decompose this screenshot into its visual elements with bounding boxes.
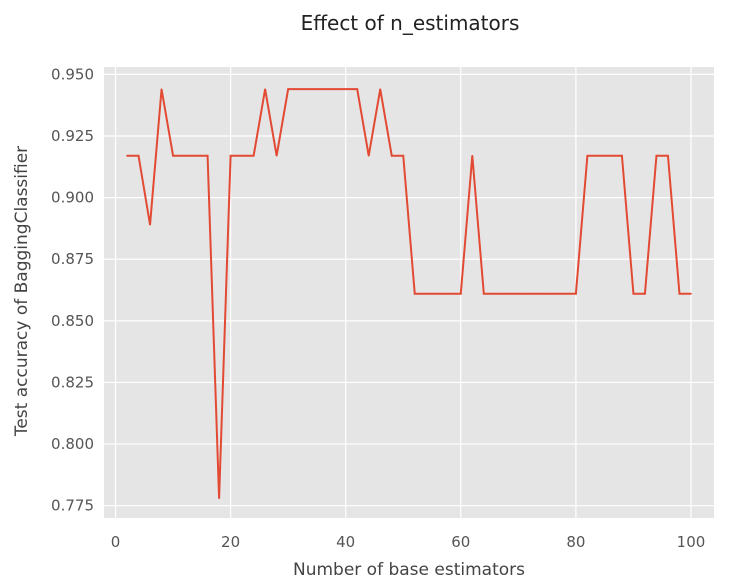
data-point bbox=[517, 292, 520, 295]
data-point bbox=[264, 88, 266, 90]
y-tick-label: 0.875 bbox=[51, 250, 94, 268]
y-axis-title: Test accuracy of BaggingClassifier bbox=[12, 146, 32, 437]
data-point bbox=[609, 154, 612, 157]
y-tick-label: 0.850 bbox=[51, 312, 94, 330]
data-point bbox=[160, 88, 163, 90]
x-tick-label: 60 bbox=[451, 533, 470, 551]
x-tick-label: 100 bbox=[677, 533, 706, 551]
y-tick-label: 0.825 bbox=[51, 373, 94, 391]
data-point bbox=[298, 88, 301, 90]
data-point bbox=[252, 154, 255, 157]
data-point bbox=[379, 88, 382, 90]
data-point bbox=[402, 154, 405, 157]
data-point bbox=[483, 292, 485, 295]
data-point bbox=[563, 292, 566, 295]
data-point bbox=[390, 154, 393, 157]
data-point bbox=[206, 154, 209, 157]
data-point bbox=[356, 88, 359, 90]
data-point bbox=[310, 88, 312, 90]
data-point bbox=[218, 497, 220, 500]
data-point bbox=[126, 154, 128, 157]
x-tick-label: 80 bbox=[566, 533, 585, 551]
data-point bbox=[459, 292, 462, 295]
data-point bbox=[552, 292, 554, 295]
data-point bbox=[678, 292, 681, 295]
data-point bbox=[321, 88, 324, 90]
data-point bbox=[506, 292, 508, 295]
data-point bbox=[149, 223, 151, 226]
data-point bbox=[632, 292, 635, 295]
y-tick-label: 0.775 bbox=[51, 497, 94, 515]
series-layer bbox=[126, 88, 692, 500]
data-point bbox=[172, 154, 174, 157]
y-tick-label: 0.800 bbox=[51, 435, 94, 453]
data-point bbox=[575, 292, 577, 295]
data-point bbox=[436, 292, 439, 295]
data-point bbox=[195, 154, 197, 157]
data-point bbox=[344, 88, 347, 90]
data-point bbox=[425, 292, 428, 295]
data-point bbox=[598, 154, 600, 157]
data-point bbox=[448, 292, 451, 295]
y-tick-label: 0.950 bbox=[51, 65, 94, 83]
chart-title: Effect of n_estimators bbox=[301, 11, 520, 35]
plot-area bbox=[104, 67, 714, 518]
data-point bbox=[586, 154, 589, 157]
data-point bbox=[621, 154, 623, 157]
watermark-text: @稀土掘金技术社区 bbox=[587, 545, 722, 563]
data-point bbox=[333, 88, 335, 90]
data-point bbox=[183, 154, 186, 157]
data-point bbox=[471, 154, 474, 157]
data-point bbox=[655, 154, 658, 157]
data-point bbox=[529, 292, 531, 295]
data-point bbox=[540, 292, 543, 295]
data-point bbox=[494, 292, 497, 295]
data-point bbox=[241, 154, 243, 157]
data-point bbox=[690, 292, 692, 295]
x-tick-label: 20 bbox=[221, 533, 240, 551]
data-point bbox=[275, 154, 278, 157]
y-tick-label: 0.900 bbox=[51, 189, 94, 207]
x-tick-label: 40 bbox=[336, 533, 355, 551]
data-point bbox=[287, 88, 289, 90]
x-tick-label: 0 bbox=[111, 533, 121, 551]
data-point bbox=[667, 154, 669, 157]
data-point bbox=[229, 154, 232, 157]
series-line bbox=[127, 88, 691, 499]
data-point bbox=[367, 154, 370, 157]
y-tick-label: 0.925 bbox=[51, 127, 94, 145]
data-point bbox=[644, 292, 646, 295]
data-point bbox=[137, 154, 140, 157]
tick-labels: 0.775 0.800 0.825 0.850 0.875 0.900 0.925 0.950… bbox=[51, 65, 705, 551]
data-point bbox=[413, 292, 416, 295]
x-axis-title: Number of base estimators bbox=[293, 560, 525, 580]
